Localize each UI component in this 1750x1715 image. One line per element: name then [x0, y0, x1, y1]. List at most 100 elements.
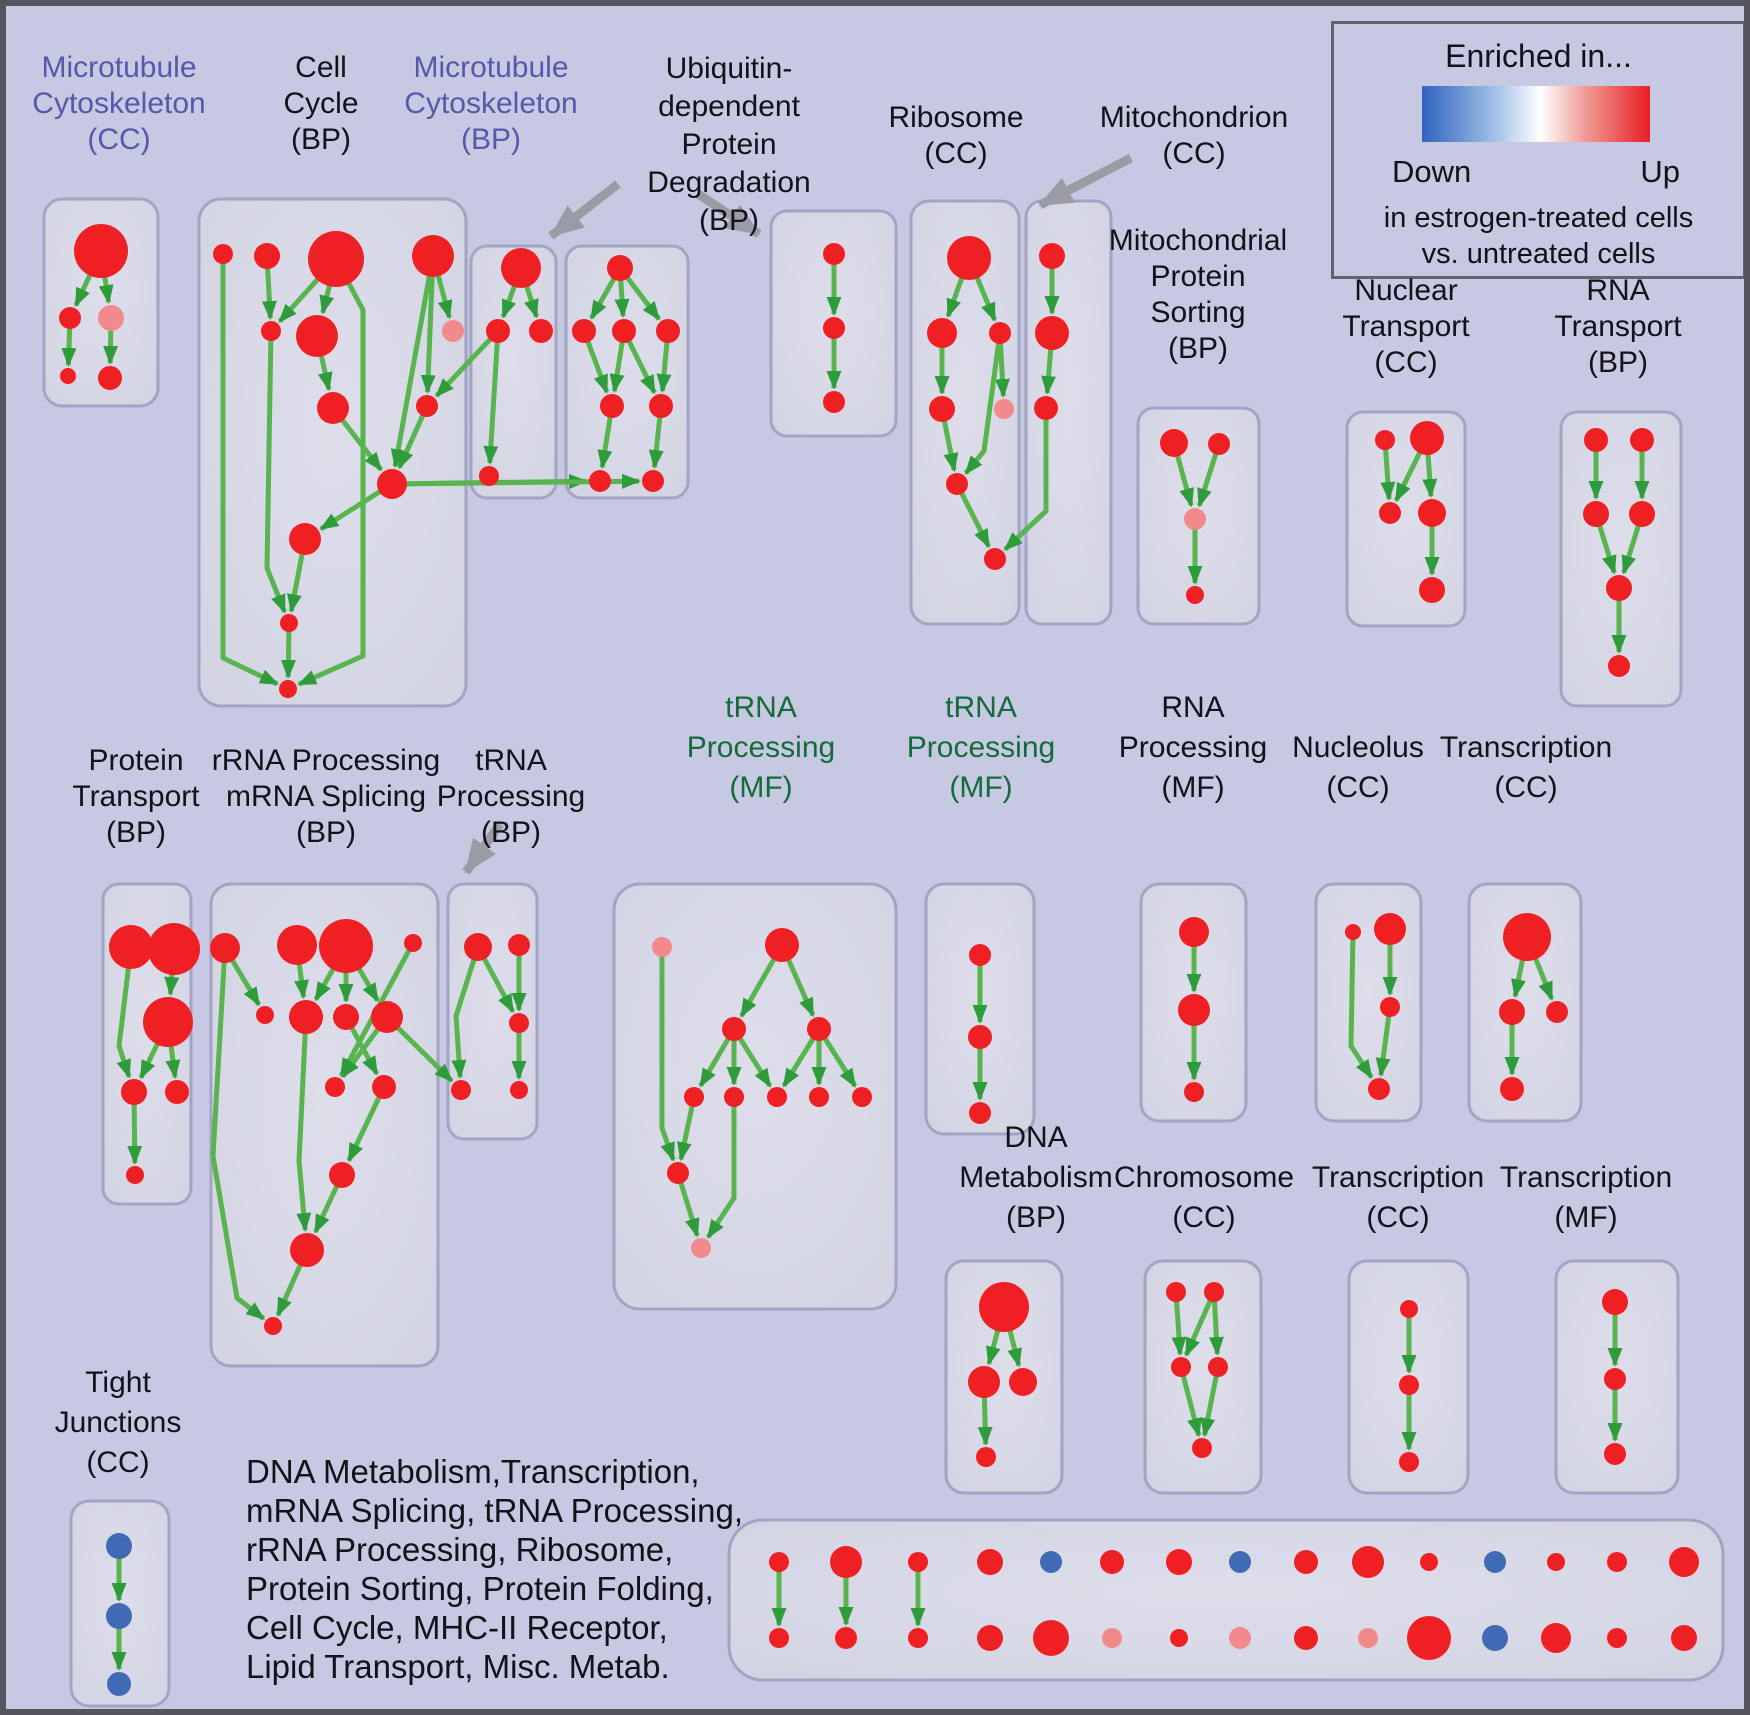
go-term-node-trna-processing-mf-1-2 [722, 1017, 746, 1041]
go-term-node-dna-metabolism-bp-2 [1009, 1368, 1037, 1396]
go-term-node-cell-cycle-bp-8 [416, 395, 438, 417]
go-term-node-cell-cycle-bp-6 [442, 320, 464, 342]
go-term-node-cell-cycle-bp-4 [261, 321, 281, 341]
cluster-label-mitochondrion-cc: Mitochondrion (CC) [1099, 101, 1289, 170]
cluster-label-rna-transport-bp: RNA Transport (BP) [1554, 274, 1682, 379]
go-term-node-ubiquitin-degradation-bp-1-3 [656, 319, 680, 343]
go-term-node-microtubule-cytoskeleton-cc-0 [74, 224, 128, 278]
go-term-node-rna-processing-mf-2 [1184, 1082, 1204, 1102]
go-term-node-transcription-cc-upper-0 [1503, 913, 1551, 961]
cluster-label-trna-processing-mf-1: tRNA Processing (MF) [686, 691, 836, 804]
go-term-node-mixed-categories-21 [1170, 1629, 1188, 1647]
cluster-label-transcription-mf: Transcription (MF) [1499, 1161, 1673, 1234]
go-term-node-transcription-mf-1 [1604, 1368, 1626, 1390]
go-term-node-protein-transport-bp-3 [121, 1079, 147, 1105]
edge-chromosome-cc-1 [1183, 1290, 1217, 1357]
edge-ribosome-cc-6 [954, 482, 991, 549]
go-term-node-mixed-categories-24 [1358, 1628, 1378, 1648]
cluster-label-trna-processing-bp: tRNA Processing (BP) [436, 744, 586, 849]
go-term-node-rna-transport-bp-0 [1584, 428, 1608, 452]
go-term-node-transcription-cc-upper-2 [1546, 1001, 1568, 1023]
go-term-node-trna-processing-mf-1-1 [765, 928, 799, 962]
go-term-node-transcription-mf-2 [1604, 1443, 1626, 1465]
go-term-node-mixed-categories-11 [1484, 1551, 1506, 1573]
cluster-box-dna-metabolism-bp [944, 1259, 1064, 1495]
go-term-node-nucleolus-cc-1 [1374, 913, 1406, 945]
edge-cell-cycle-bp-13 [297, 257, 366, 687]
cluster-box-trna-processing-mf-1 [612, 882, 898, 1311]
go-term-node-mixed-categories-26 [1482, 1625, 1508, 1651]
go-term-node-cell-cycle-bp-9 [377, 469, 407, 499]
go-term-node-nuclear-transport-cc-0 [1375, 430, 1395, 450]
go-term-node-ubiquitin-degradation-bp-1-7 [642, 470, 664, 492]
go-term-node-mixed-categories-15 [769, 1628, 789, 1648]
go-term-node-nuclear-transport-cc-3 [1418, 499, 1446, 527]
legend-gradient [1422, 86, 1650, 142]
go-term-node-mixed-categories-13 [1607, 1552, 1627, 1572]
go-term-node-ubiquitin-degradation-bp-1-4 [600, 394, 624, 418]
cluster-box-mixed-categories [727, 1518, 1725, 1682]
go-term-node-mixed-categories-18 [977, 1625, 1003, 1651]
cluster-label-dna-metabolism-bp: DNA Metabolism (BP) [959, 1121, 1113, 1234]
go-term-node-rrna-processing-mrna-splicing-bp-6 [333, 1004, 359, 1030]
go-term-node-ubiquitin-degradation-bp-2-2 [823, 391, 845, 413]
go-term-node-rna-processing-mf-0 [1179, 917, 1209, 947]
go-term-node-trna-processing-bp-1 [508, 934, 530, 956]
go-term-node-ribosome-cc-0 [947, 236, 991, 280]
go-term-node-trna-processing-mf-1-6 [767, 1087, 787, 1107]
go-term-node-transcription-cc-lower-2 [1399, 1452, 1419, 1472]
go-term-node-trna-processing-bp-4 [510, 1081, 528, 1099]
edge-trna-processing-bp-3 [451, 946, 481, 1080]
go-term-node-ubiquitin-degradation-bp-1-0 [607, 255, 633, 281]
go-term-node-dna-metabolism-bp-1 [968, 1366, 1000, 1398]
cluster-label-ubiquitin-degradation-bp-1: Ubiquitin- dependent Protein Degradation… [647, 52, 811, 237]
cluster-box-ubiquitin-degradation-bp-1 [564, 244, 690, 500]
go-term-node-mixed-categories-20 [1102, 1628, 1122, 1648]
edge-cell-cycle-bp-8 [397, 404, 430, 470]
edge-microtubule-cytoskeleton-bp-2 [483, 330, 501, 466]
go-term-node-mixed-categories-14 [1669, 1547, 1699, 1577]
go-term-node-cell-cycle-bp-1 [254, 243, 280, 269]
go-term-node-mixed-categories-27 [1541, 1623, 1571, 1653]
cross-microtubule-bp-to-cell-cycle [434, 329, 500, 398]
go-term-node-protein-transport-bp-5 [126, 1166, 144, 1184]
pointer-to-ubiquitin-box-1-icon [548, 180, 621, 240]
go-term-node-ubiquitin-degradation-bp-1-6 [589, 470, 611, 492]
go-term-node-rrna-processing-mrna-splicing-bp-4 [256, 1006, 274, 1024]
go-term-node-protein-transport-bp-2 [143, 997, 193, 1047]
network-canvas [42, 154, 1725, 1708]
cluster-box-nucleolus-cc [1314, 882, 1423, 1123]
go-term-node-mixed-categories-28 [1607, 1628, 1627, 1648]
go-term-node-transcription-cc-lower-1 [1399, 1375, 1419, 1395]
go-term-node-ribosome-cc-6 [984, 548, 1006, 570]
go-term-node-cell-cycle-bp-0 [213, 244, 233, 264]
edge-chromosome-cc-3 [1178, 1366, 1202, 1438]
edge-cell-cycle-bp-5 [390, 255, 436, 469]
go-term-node-protein-transport-bp-1 [148, 923, 200, 975]
go-term-node-rrna-processing-mrna-splicing-bp-11 [290, 1233, 324, 1267]
go-term-node-cell-cycle-bp-2 [308, 231, 364, 287]
go-term-node-rrna-processing-mrna-splicing-bp-0 [210, 933, 240, 963]
go-term-node-ribosome-cc-2 [989, 322, 1011, 344]
go-term-node-mixed-categories-23 [1294, 1626, 1318, 1650]
go-term-node-cell-cycle-bp-7 [317, 392, 349, 424]
go-term-node-microtubule-cytoskeleton-bp-0 [501, 248, 541, 288]
go-term-node-microtubule-cytoskeleton-cc-3 [60, 368, 76, 384]
go-term-node-chromosome-cc-3 [1208, 1357, 1228, 1377]
go-term-node-mixed-categories-25 [1407, 1616, 1451, 1660]
nodes [59, 224, 1699, 1696]
cluster-label-rrna-processing-mrna-splicing-bp: rRNA Processing mRNA Splicing (BP) [211, 744, 441, 849]
cluster-box-chromosome-cc [1143, 1259, 1263, 1495]
go-term-node-trna-processing-mf-1-7 [809, 1087, 829, 1107]
go-term-node-transcription-cc-upper-1 [1499, 999, 1525, 1025]
go-term-node-ribosome-cc-5 [946, 473, 968, 495]
go-term-node-microtubule-cytoskeleton-cc-1 [59, 307, 81, 329]
cluster-label-nuclear-transport-cc: Nuclear Transport (CC) [1342, 274, 1470, 379]
go-term-node-mixed-categories-2 [908, 1552, 928, 1572]
go-term-node-mixed-categories-12 [1547, 1553, 1565, 1571]
edge-chromosome-cc-4 [1200, 1366, 1221, 1438]
cluster-box-transcription-cc-upper [1467, 882, 1583, 1123]
go-term-node-trna-processing-mf-2-2 [969, 1102, 991, 1124]
go-term-node-mixed-categories-6 [1166, 1549, 1192, 1575]
edge-chromosome-cc-2 [1208, 1291, 1224, 1357]
